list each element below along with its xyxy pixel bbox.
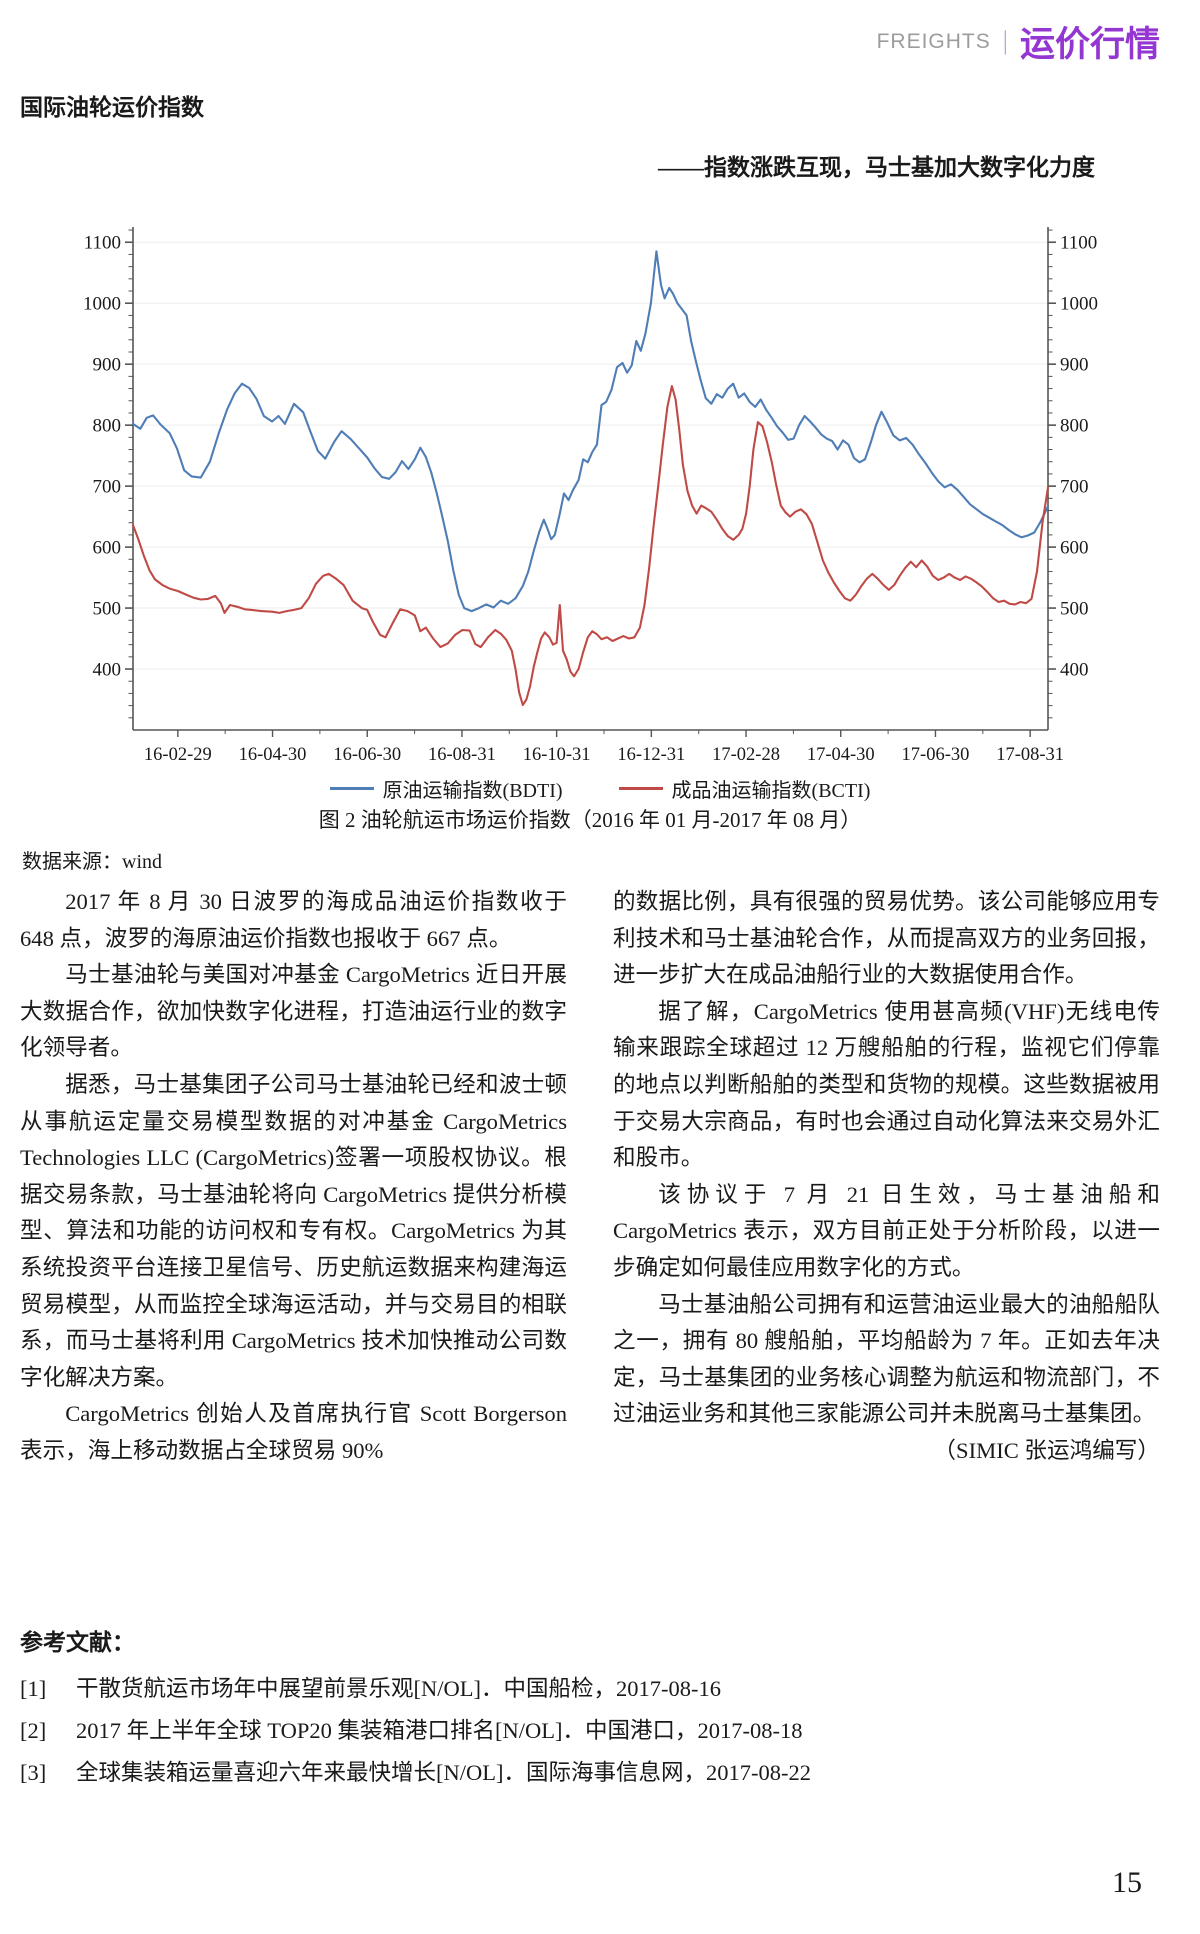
svg-text:1000: 1000 bbox=[1060, 294, 1098, 315]
legend-line-sample bbox=[329, 787, 374, 790]
reference-text: 干散货航运市场年中展望前景乐观[N/OL]．中国船检，2017-08-16 bbox=[76, 1676, 721, 1701]
reference-marker: [1] bbox=[20, 1676, 47, 1701]
svg-text:600: 600 bbox=[1060, 538, 1089, 559]
legend-line-sample bbox=[618, 787, 663, 790]
svg-text:1100: 1100 bbox=[84, 233, 121, 254]
svg-text:700: 700 bbox=[1060, 477, 1089, 498]
svg-text:900: 900 bbox=[1060, 355, 1089, 376]
paragraph: 马士基油轮与美国对冲基金 CargoMetrics 近日开展大数据合作，欲加快数… bbox=[20, 962, 567, 1061]
svg-text:600: 600 bbox=[93, 538, 122, 559]
references-section: 参考文献： [1] 干散货航运市场年中展望前景乐观[N/OL]．中国船检，2017… bbox=[20, 1626, 1160, 1794]
section-label-zh: 运价行情 bbox=[1019, 25, 1160, 64]
data-source-label: 数据来源：wind bbox=[22, 851, 162, 873]
svg-text:16-04-30: 16-04-30 bbox=[239, 745, 307, 762]
paragraph: 马士基油船公司拥有和运营油运业最大的油船船队之一，拥有 80 艘船舶，平均船龄为… bbox=[613, 1291, 1160, 1427]
references-heading: 参考文献： bbox=[20, 1630, 135, 1655]
svg-text:16-08-31: 16-08-31 bbox=[428, 745, 496, 762]
article-title: 国际油轮运价指数 bbox=[20, 95, 204, 120]
svg-text:16-12-31: 16-12-31 bbox=[617, 745, 685, 762]
legend-label: 原油运输指数(BDTI) bbox=[382, 780, 563, 802]
reference-item: [2] 2017 年上半年全球 TOP20 集装箱港口排名[N/OL]．中国港口，… bbox=[20, 1710, 1160, 1752]
paragraph: 的数据比例，具有很强的贸易优势。该公司能够应用专利技术和马士基油轮合作，从而提高… bbox=[613, 889, 1160, 988]
chart-legend: 原油运输指数(BDTI) 成品油运输指数(BCTI) bbox=[70, 774, 1130, 803]
left-column: 2017 年 8 月 30 日波罗的海成品油运价指数收于 648 点，波罗的海原… bbox=[20, 884, 567, 1470]
svg-text:1000: 1000 bbox=[83, 294, 121, 315]
paragraph: 据悉，马士基集团子公司马士基油轮已经和波士顿从事航运定量交易模型数据的对冲基金 … bbox=[20, 1071, 567, 1390]
article-body: 2017 年 8 月 30 日波罗的海成品油运价指数收于 648 点，波罗的海原… bbox=[20, 884, 1160, 1470]
legend-item: 成品油运输指数(BCTI) bbox=[618, 774, 871, 803]
paragraph: 2017 年 8 月 30 日波罗的海成品油运价指数收于 648 点，波罗的海原… bbox=[20, 889, 567, 951]
page-header: FREIGHTS | 运价行情 bbox=[877, 16, 1160, 67]
svg-text:17-04-30: 17-04-30 bbox=[807, 745, 875, 762]
svg-text:400: 400 bbox=[93, 660, 122, 681]
byline: （SIMIC 张运鸿编写） bbox=[933, 1437, 1160, 1463]
right-column: 的数据比例，具有很强的贸易优势。该公司能够应用专利技术和马士基油轮合作，从而提高… bbox=[613, 884, 1160, 1470]
section-label-en: FREIGHTS bbox=[876, 29, 991, 53]
svg-text:800: 800 bbox=[93, 416, 122, 437]
paragraph: 该协议于 7 月 21 日生效，马士基油船和 CargoMetrics 表示，双… bbox=[613, 1181, 1160, 1280]
svg-text:400: 400 bbox=[1060, 660, 1089, 681]
svg-text:17-08-31: 17-08-31 bbox=[996, 745, 1064, 762]
paragraph: 据了解，CargoMetrics 使用甚高频(VHF)无线电传输来跟踪全球超过 … bbox=[613, 998, 1160, 1171]
svg-text:800: 800 bbox=[1060, 416, 1089, 437]
svg-text:17-02-28: 17-02-28 bbox=[712, 745, 780, 762]
tanker-freight-line-chart: 400 400 500 500 600 600 700 700 800 800 900 900 1000… bbox=[83, 227, 1098, 762]
legend-label: 成品油运输指数(BCTI) bbox=[671, 780, 871, 802]
svg-text:500: 500 bbox=[93, 599, 122, 620]
header-divider: | bbox=[1002, 25, 1008, 55]
reference-item: [3] 全球集装箱运量喜迎六年来最快增长[N/OL]．国际海事信息网，2017-0… bbox=[20, 1752, 1160, 1794]
svg-text:500: 500 bbox=[1060, 599, 1089, 620]
figure-caption: 图 2 油轮航运市场运价指数（2016 年 01 月-2017 年 08 月） bbox=[318, 808, 862, 832]
svg-text:16-02-29: 16-02-29 bbox=[144, 745, 212, 762]
svg-text:700: 700 bbox=[93, 477, 122, 498]
svg-text:16-06-30: 16-06-30 bbox=[333, 745, 401, 762]
page-number: 15 bbox=[1112, 1866, 1142, 1899]
legend-item: 原油运输指数(BDTI) bbox=[329, 774, 563, 803]
references-list: [1] 干散货航运市场年中展望前景乐观[N/OL]．中国船检，2017-08-16… bbox=[20, 1668, 1160, 1794]
svg-text:1100: 1100 bbox=[1060, 233, 1097, 254]
reference-text: 2017 年上半年全球 TOP20 集装箱港口排名[N/OL]．中国港口，201… bbox=[76, 1718, 803, 1743]
svg-text:16-10-31: 16-10-31 bbox=[523, 745, 591, 762]
figure-chart: 400 400 500 500 600 600 700 700 800 800 900 900 1000… bbox=[70, 222, 1130, 803]
svg-text:900: 900 bbox=[93, 355, 122, 376]
reference-item: [1] 干散货航运市场年中展望前景乐观[N/OL]．中国船检，2017-08-16 bbox=[20, 1668, 1160, 1710]
article-subtitle: ——指数涨跌互现，马士基加大数字化力度 bbox=[658, 155, 1095, 180]
svg-text:17-06-30: 17-06-30 bbox=[902, 745, 970, 762]
reference-text: 全球集装箱运量喜迎六年来最快增长[N/OL]．国际海事信息网，2017-08-2… bbox=[76, 1760, 811, 1785]
reference-marker: [3] bbox=[20, 1760, 47, 1785]
reference-marker: [2] bbox=[20, 1718, 47, 1743]
paragraph: CargoMetrics 创始人及首席执行官 Scott Borgerson 表… bbox=[20, 1401, 567, 1463]
